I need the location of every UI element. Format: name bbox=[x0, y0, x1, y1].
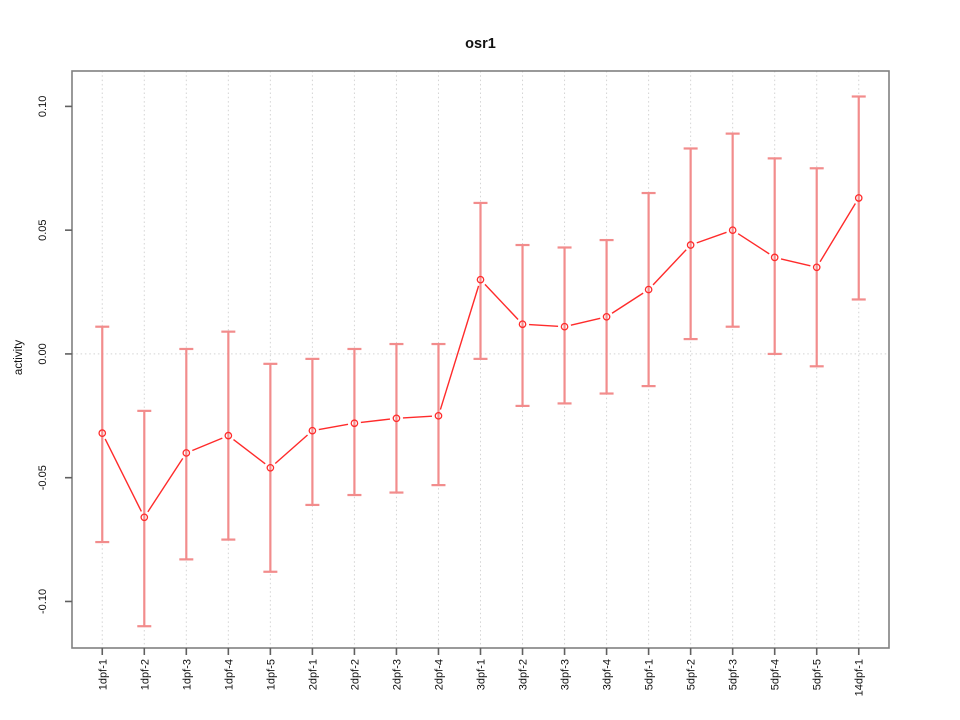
x-tick-label: 5dpf-3 bbox=[728, 659, 740, 690]
series-segment bbox=[819, 203, 856, 263]
data-point bbox=[392, 414, 401, 423]
chart-title: osr1 bbox=[465, 36, 496, 52]
data-point bbox=[560, 322, 569, 331]
x-tick-label: 2dpf-3 bbox=[391, 659, 403, 690]
y-tick-label: -0.05 bbox=[37, 465, 49, 490]
data-point bbox=[140, 513, 149, 522]
x-axis-ticks: 1dpf-1 1dpf-2 1dpf-3 1dpf-4 1dpf-5 2dpf-1 2dpf… bbox=[97, 648, 866, 696]
data-point bbox=[434, 411, 443, 420]
series-segment bbox=[570, 317, 601, 326]
series-segment bbox=[192, 437, 223, 452]
x-tick-label: 3dpf-3 bbox=[560, 659, 572, 690]
data-point bbox=[182, 449, 191, 457]
series-segment bbox=[402, 415, 433, 419]
x-tick-label: 5dpf-1 bbox=[644, 659, 656, 690]
data-point bbox=[308, 426, 317, 435]
x-tick-label: 1dpf-1 bbox=[97, 659, 109, 690]
x-tick-label: 5dpf-5 bbox=[812, 659, 824, 690]
y-tick-label: -0.10 bbox=[37, 589, 49, 614]
x-tick-label: 2dpf-2 bbox=[349, 659, 361, 690]
error-bars bbox=[95, 95, 866, 628]
data-point bbox=[350, 419, 359, 428]
x-tick-label: 2dpf-1 bbox=[307, 659, 319, 690]
data-point bbox=[644, 285, 653, 294]
series-segment bbox=[104, 438, 143, 512]
x-tick-label: 3dpf-2 bbox=[518, 659, 530, 690]
series-segment bbox=[652, 249, 687, 286]
y-tick-label: 0.00 bbox=[37, 343, 49, 364]
x-tick-label: 1dpf-5 bbox=[265, 659, 277, 690]
series-segment bbox=[611, 292, 644, 314]
x-tick-label: 5dpf-4 bbox=[770, 659, 782, 690]
series-segment bbox=[528, 323, 559, 328]
data-point bbox=[812, 263, 821, 272]
data-points bbox=[98, 194, 863, 522]
x-tick-label: 1dpf-3 bbox=[181, 659, 193, 690]
series-segment bbox=[696, 231, 727, 244]
data-point bbox=[602, 312, 611, 321]
series-segment bbox=[274, 434, 308, 465]
data-point bbox=[98, 429, 107, 437]
data-point bbox=[770, 253, 779, 262]
x-tick-label: 3dpf-4 bbox=[602, 659, 614, 690]
data-point bbox=[518, 320, 527, 329]
series-segment bbox=[439, 285, 480, 410]
data-point bbox=[266, 463, 275, 472]
series-segment bbox=[737, 233, 770, 255]
x-tick-label: 2dpf-4 bbox=[433, 659, 445, 690]
x-tick-label: 14dpf-1 bbox=[854, 659, 866, 696]
series-segment bbox=[318, 423, 349, 431]
data-point bbox=[224, 431, 233, 440]
y-axis-ticks: -0.10 -0.05 0.00 0.05 0.10 bbox=[37, 96, 72, 614]
series-segment bbox=[360, 418, 391, 424]
series-segment bbox=[780, 258, 811, 267]
x-tick-label: 3dpf-1 bbox=[476, 659, 488, 690]
data-point bbox=[476, 275, 485, 284]
x-tick-label: 5dpf-2 bbox=[686, 659, 698, 690]
series-segment bbox=[147, 458, 184, 513]
series-segment bbox=[233, 439, 266, 465]
y-tick-label: 0.05 bbox=[37, 219, 49, 240]
data-point bbox=[686, 241, 695, 249]
data-point bbox=[854, 194, 863, 202]
x-tick-label: 1dpf-4 bbox=[223, 659, 235, 690]
y-tick-label: 0.10 bbox=[37, 96, 49, 117]
x-tick-label: 1dpf-2 bbox=[139, 659, 151, 690]
y-axis-label: activity bbox=[13, 340, 25, 375]
data-point bbox=[728, 226, 737, 235]
series-line bbox=[104, 203, 856, 513]
series-segment bbox=[484, 283, 519, 320]
